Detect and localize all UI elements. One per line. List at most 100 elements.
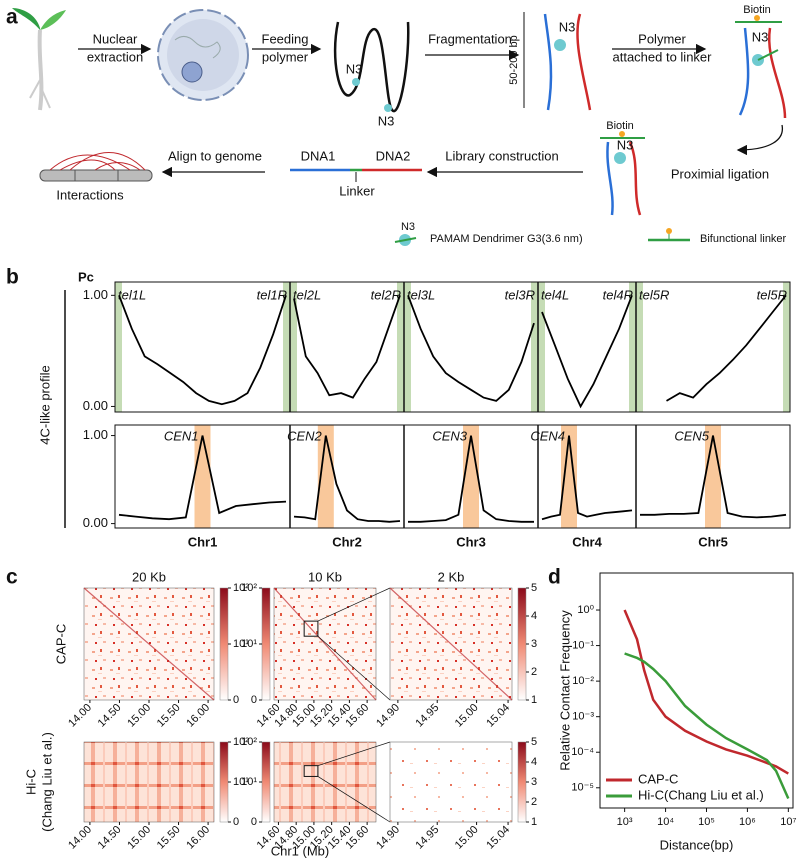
n3-label: N3: [401, 221, 415, 233]
x-tick-label: 15.00: [125, 824, 153, 852]
x-tick-label: 15.04: [484, 702, 512, 730]
telomere-label: tel5R: [757, 287, 787, 302]
x-tick-label: 14.90: [374, 702, 402, 730]
colorbar-tick-label: 1: [531, 694, 537, 706]
y-tick-label: 10⁻¹: [572, 639, 594, 651]
library-fragment: [290, 168, 422, 182]
x-axis-label: Chr1 (Mb): [271, 843, 330, 858]
colorbar-tick-label: 1: [531, 816, 537, 828]
x-tick-label: 10⁵: [698, 816, 715, 828]
x-tick-label: 15.00: [453, 702, 481, 730]
colorbar-tick-label: 3: [531, 638, 537, 650]
panel-label: a: [6, 6, 18, 29]
row-label: Hi-C: [23, 769, 38, 795]
colorbar-tick-label: 10¹: [241, 776, 257, 788]
colorbar-tick-label: 10²: [233, 736, 249, 748]
row-label: CAP-C: [53, 624, 68, 664]
telomere-label: tel4L: [541, 287, 569, 302]
colorbar: [219, 741, 229, 823]
colorbar-tick-label: 10¹: [241, 638, 257, 650]
y-tick-label: 10⁻²: [572, 675, 594, 687]
column-title: 2 Kb: [438, 569, 465, 584]
biotin-label: Biotin: [743, 4, 771, 16]
n3-label: N3: [346, 61, 363, 76]
telomere-band: [531, 282, 538, 412]
x-tick-label: 14.90: [374, 824, 402, 852]
x-tick-label: 10⁶: [739, 816, 756, 828]
step-label: Library construction: [445, 148, 558, 163]
x-tick-label: 15.50: [155, 702, 183, 730]
colorbar-tick-label: 10²: [241, 736, 257, 748]
profile-line: [666, 294, 787, 402]
x-tick-label: 14.00: [66, 824, 94, 852]
profile-line: [293, 435, 401, 523]
x-tick-label: 14.50: [96, 824, 124, 852]
colorbar-tick-label: 5: [531, 736, 537, 748]
x-tick-label: 10⁷: [780, 816, 796, 828]
telomere-band: [115, 282, 122, 412]
legend-label: CAP-C: [638, 771, 678, 786]
zoom-line: [317, 776, 391, 823]
series-line: [623, 609, 789, 775]
n3-label: N3: [617, 137, 634, 152]
centromere-band: [561, 425, 577, 528]
legend-label: PAMAM Dendrimer G3(3.6 nm): [430, 233, 583, 245]
linker-label: Linker: [339, 183, 375, 198]
heatmap-diagonal: [83, 587, 215, 701]
centromere-band: [463, 425, 479, 528]
legend-linker-icon: [648, 228, 690, 242]
heatmap-diagonal: [273, 587, 377, 701]
colorbar-tick-label: 10²: [233, 582, 249, 594]
legend-label: Hi-C(Chang Liu et al.): [638, 787, 764, 802]
dna-label: DNA2: [376, 148, 411, 163]
colorbar: [517, 587, 527, 701]
n3-label: N3: [752, 29, 769, 44]
seedling-icon: [12, 8, 66, 111]
genome-interactions: [39, 152, 153, 182]
colorbar-tick-label: 4: [531, 610, 537, 622]
centromere-band: [705, 425, 721, 528]
telomere-band: [636, 282, 643, 412]
x-tick-label: 14.95: [413, 824, 441, 852]
profile-line: [408, 435, 534, 523]
attached-complex: [735, 15, 787, 119]
x-tick-label: 10³: [617, 816, 633, 828]
y-tick-label: 1.00: [83, 427, 108, 442]
telomere-label: tel2R: [371, 287, 401, 302]
x-axis-label: Distance(bp): [660, 837, 734, 852]
colorbar-tick-label: 2: [531, 796, 537, 808]
y-axis-label: 4C-like profile: [37, 365, 52, 444]
panel-label: c: [6, 566, 18, 589]
zoom-line: [317, 741, 391, 766]
n3-label: N3: [559, 19, 576, 34]
x-tick-label: 14.00: [66, 702, 94, 730]
profile-line: [541, 435, 633, 521]
step-label: Align to genome: [168, 148, 262, 163]
telomere-label: tel1L: [118, 287, 146, 302]
chromosome-label: Chr4: [572, 534, 602, 549]
panel-label: d: [548, 566, 561, 589]
colorbar-tick-label: 0: [233, 694, 239, 706]
centromere-label: CEN1: [164, 428, 199, 443]
colorbar-tick-label: 4: [531, 756, 537, 768]
step-label: Fragmentation: [428, 31, 512, 46]
zoom-line: [317, 635, 391, 701]
heatmap: [273, 741, 377, 823]
colorbar-tick-label: 0: [251, 694, 257, 706]
telomere-band: [783, 282, 790, 412]
x-tick-label: 15.00: [125, 702, 153, 730]
dna-label: DNA1: [301, 148, 336, 163]
colorbar: [517, 741, 527, 823]
telomere-band: [290, 282, 297, 412]
step-label: polymer: [262, 49, 309, 64]
x-tick-label: 15.50: [155, 824, 183, 852]
y-tick-label: 10⁻⁵: [571, 782, 594, 794]
legend-dendrimer-icon: [394, 234, 417, 246]
polymer-dna: [333, 21, 410, 113]
chart-title: Pc: [78, 269, 94, 284]
colorbar-tick-label: 0: [251, 816, 257, 828]
telomere-band: [397, 282, 404, 412]
centromere-label: CEN3: [432, 428, 467, 443]
y-tick-label: 10⁰: [577, 604, 594, 616]
